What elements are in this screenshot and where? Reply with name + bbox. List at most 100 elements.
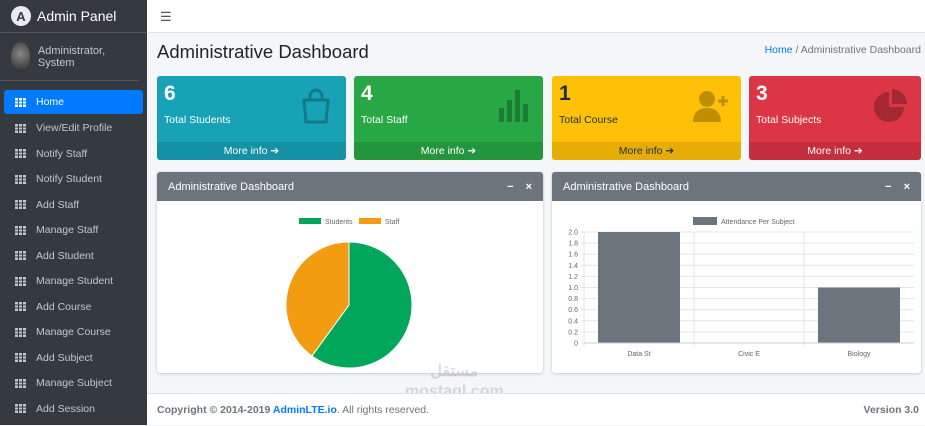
sidebar-item-label: Manage Student <box>36 275 114 288</box>
sidebar-item-add-staff[interactable]: Add Staff <box>4 192 143 218</box>
th-icon <box>15 404 26 414</box>
th-icon <box>15 225 26 235</box>
breadcrumb-separator: / <box>795 44 799 56</box>
sidebar: A Admin Panel Administrator, System Home V… <box>0 0 147 425</box>
stat-box-total-course: 1 Total Course More info ➔ <box>552 76 741 160</box>
th-icon <box>15 353 26 363</box>
sidebar-item-add-student[interactable]: Add Student <box>4 243 143 269</box>
y-tick-label: 1.6 <box>568 252 578 259</box>
more-info-link[interactable]: More info ➔ <box>749 142 921 160</box>
pie-slice-staff <box>285 241 350 357</box>
th-icon <box>15 149 26 159</box>
bar-data-st <box>598 232 680 343</box>
pie-card: Administrative Dashboard − × Students Staff <box>157 172 543 373</box>
close-button[interactable]: × <box>525 180 532 193</box>
brand-title: Admin Panel <box>37 8 117 24</box>
pie-chart: Students Staff <box>285 218 413 369</box>
stat-box-total-subjects: 3 Total Subjects More info ➔ <box>749 76 921 160</box>
th-icon <box>15 378 26 388</box>
breadcrumb-home[interactable]: Home <box>764 44 793 56</box>
sidebar-item-manage-subject[interactable]: Manage Subject <box>4 371 143 397</box>
avatar <box>11 41 30 72</box>
sidebar-item-label: Add Subject <box>36 351 93 364</box>
sidebar-item-manage-student[interactable]: Manage Student <box>4 269 143 295</box>
bar-chart: Attendance Per Subject 0 0.2 0.4 0.6 0.8 1.0 1.… <box>568 217 914 358</box>
footer: Copyright © 2014-2019 AdminLTE.io. All r… <box>147 393 925 425</box>
stat-value: 1 <box>559 82 571 105</box>
th-icon <box>15 251 26 261</box>
more-info-link[interactable]: More info ➔ <box>354 142 543 160</box>
brand-link[interactable]: A Admin Panel <box>0 0 147 33</box>
user-name: Administrator, System <box>37 44 106 69</box>
th-icon <box>15 200 26 210</box>
y-tick-label: 0.6 <box>568 307 578 314</box>
th-icon <box>15 276 26 286</box>
rights-text: . All rights reserved. <box>336 404 430 416</box>
th-icon <box>15 174 26 184</box>
close-button[interactable]: × <box>903 180 910 193</box>
legend-label: Staff <box>385 219 399 226</box>
stat-label: Total Subjects <box>756 114 822 126</box>
y-tick-label: 1.4 <box>568 263 578 270</box>
version: Version 3.0 <box>863 404 919 416</box>
legend-label: Students <box>325 219 353 226</box>
y-tick-label: 1.0 <box>568 285 578 292</box>
y-tick-label: 0.2 <box>568 329 578 336</box>
sidebar-item-label: Notify Staff <box>36 147 88 160</box>
sidebar-item-label: Manage Subject <box>36 377 112 390</box>
sidebar-item-label: Add Session <box>36 402 95 415</box>
stat-value: 4 <box>361 82 373 105</box>
sidebar-item-notify-staff[interactable]: Notify Staff <box>4 141 143 167</box>
more-info-link[interactable]: More info ➔ <box>157 142 346 160</box>
sidebar-item-label: View/Edit Profile <box>36 122 113 135</box>
stat-label: Total Course <box>559 114 618 126</box>
x-tick-label: Civic E <box>738 351 760 358</box>
bar-card: Administrative Dashboard − × Attendance Pe… <box>552 172 921 373</box>
bar-chart-icon <box>499 90 528 122</box>
th-icon <box>15 123 26 133</box>
stat-box-total-staff: 4 Total Staff More info ➔ <box>354 76 543 160</box>
y-tick-label: 2.0 <box>568 230 578 237</box>
logo-icon: A <box>11 6 31 26</box>
user-panel[interactable]: Administrator, System <box>0 33 139 81</box>
sidebar-item-label: Manage Course <box>36 326 111 339</box>
minimize-button[interactable]: − <box>885 180 892 193</box>
sidebar-item-home[interactable]: Home <box>4 90 143 114</box>
stat-value: 6 <box>164 82 176 105</box>
y-tick-label: 0.4 <box>568 318 578 325</box>
shopping-bag-icon <box>302 88 330 124</box>
x-tick-label: Biology <box>848 351 871 358</box>
pie-slice-students <box>311 241 413 369</box>
card-title: Administrative Dashboard <box>168 180 294 193</box>
th-icon <box>15 302 26 312</box>
stat-label: Total Students <box>164 114 231 126</box>
sidebar-item-view-edit-profile[interactable]: View/Edit Profile <box>4 116 143 142</box>
footer-link[interactable]: AdminLTE.io <box>272 404 337 416</box>
sidebar-item-add-session[interactable]: Add Session <box>4 396 143 422</box>
sidebar-item-label: Manage Staff <box>36 224 99 237</box>
menu-toggle-icon[interactable]: ☰ <box>160 9 172 24</box>
copyright: Copyright © 2014-2019 <box>157 404 273 416</box>
breadcrumb: Home / Administrative Dashboard <box>765 44 921 56</box>
sidebar-item-manage-course[interactable]: Manage Course <box>4 320 143 346</box>
stat-label: Total Staff <box>361 114 408 126</box>
th-icon <box>15 327 26 337</box>
minimize-button[interactable]: − <box>507 180 514 193</box>
x-tick-label: Data St <box>627 351 650 358</box>
sidebar-item-label: Home <box>36 96 65 108</box>
legend-swatch <box>693 217 717 225</box>
pie-chart-icon <box>874 89 907 122</box>
legend-swatch <box>299 218 321 224</box>
page-title: Administrative Dashboard <box>157 41 369 62</box>
legend-label: Attendance Per Subject <box>721 219 795 226</box>
sidebar-item-add-subject[interactable]: Add Subject <box>4 345 143 371</box>
more-info-link[interactable]: More info ➔ <box>552 142 741 160</box>
y-tick-label: 1.2 <box>568 274 578 281</box>
user-plus-icon <box>693 91 728 122</box>
legend-swatch <box>359 218 381 224</box>
sidebar-item-manage-staff[interactable]: Manage Staff <box>4 218 143 244</box>
sidebar-item-add-course[interactable]: Add Course <box>4 294 143 320</box>
breadcrumb-current: Administrative Dashboard <box>800 44 921 56</box>
sidebar-item-notify-student[interactable]: Notify Student <box>4 167 143 193</box>
card-title: Administrative Dashboard <box>563 180 689 193</box>
